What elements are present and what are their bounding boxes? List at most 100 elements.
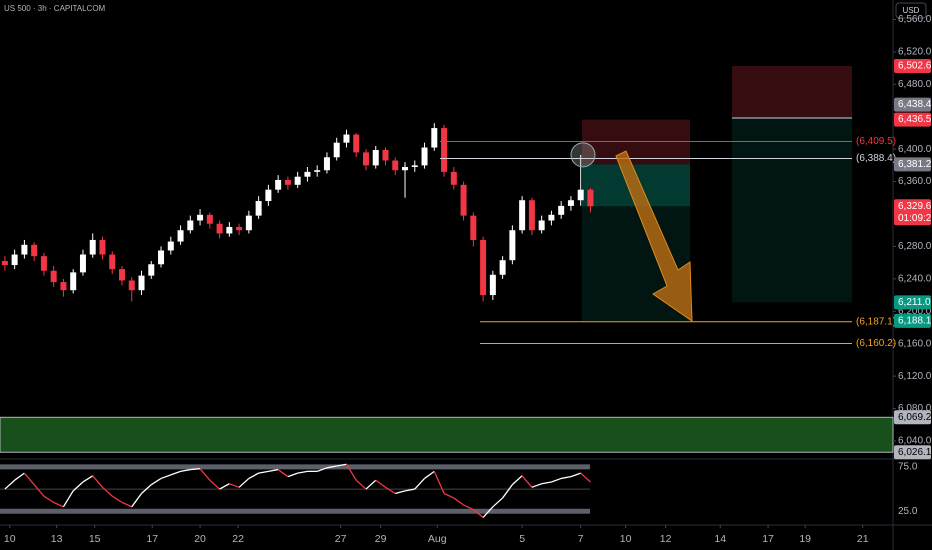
price-tag-label: 6,329.6 xyxy=(898,201,932,212)
stop-zone xyxy=(582,119,690,165)
price-tag xyxy=(894,313,931,328)
candle-body xyxy=(216,223,223,234)
rsi-segment xyxy=(121,501,133,508)
candle-body xyxy=(343,134,350,143)
x-tick-label: 15 xyxy=(89,533,101,545)
candle-body xyxy=(1,261,8,266)
rsi-segment xyxy=(248,472,259,480)
rsi-segment xyxy=(463,504,474,511)
y-tick-label: 6,480.0 xyxy=(898,79,932,90)
candle-body xyxy=(265,189,272,202)
rsi-segment xyxy=(209,479,221,490)
rsi-segment xyxy=(433,471,445,494)
rsi-segment xyxy=(258,470,269,474)
currency-label[interactable]: USD xyxy=(903,6,920,15)
candle-body xyxy=(489,274,496,296)
rsi-segment xyxy=(199,468,211,481)
candle-body xyxy=(197,214,204,221)
x-tick-label: 10 xyxy=(4,533,16,545)
candle-body xyxy=(148,264,155,276)
candle-body xyxy=(548,214,555,221)
candle-body xyxy=(362,152,369,166)
rsi-segment xyxy=(287,472,298,478)
rsi-segment xyxy=(326,465,337,469)
rsi-segment xyxy=(33,484,45,497)
rsi-segment xyxy=(131,493,143,508)
rsi-segment xyxy=(492,497,504,508)
rsi-segment xyxy=(424,470,435,479)
candle-body xyxy=(353,134,360,153)
price-tag xyxy=(894,295,931,310)
x-tick-label: 17 xyxy=(762,533,774,545)
rsi-segment xyxy=(541,481,552,485)
candle-body xyxy=(50,270,57,283)
rsi-segment xyxy=(472,508,484,518)
price-tag-label: 6,188.1 xyxy=(898,316,932,327)
rsi-segment xyxy=(521,475,533,488)
rsi-tick-label: 75.0 xyxy=(898,462,918,473)
candle-body xyxy=(226,226,233,234)
rsi-segment xyxy=(570,472,581,478)
y-tick-label: 6,200.0 xyxy=(898,306,932,317)
candle-body xyxy=(118,269,125,281)
y-tick-label: 6,160.0 xyxy=(898,338,932,349)
candle-body xyxy=(460,184,467,216)
candle-body xyxy=(509,230,516,261)
rsi-segment xyxy=(395,490,406,495)
rsi-segment xyxy=(238,477,250,488)
y-tick-label: 6,240.0 xyxy=(898,273,932,284)
rsi-segment xyxy=(219,483,230,490)
x-tick-label: 12 xyxy=(660,533,672,545)
rsi-segment xyxy=(297,470,308,474)
currency-button[interactable] xyxy=(895,2,927,19)
y-tick-label: 6,120.0 xyxy=(898,371,932,382)
candle-body xyxy=(294,176,301,185)
candle-body xyxy=(392,160,399,171)
candle-body xyxy=(577,189,584,201)
x-tick-label: 14 xyxy=(714,533,726,545)
x-tick-label: 13 xyxy=(51,533,63,545)
countdown-label: 01:09:21 xyxy=(898,213,932,224)
y-tick-label: 6,400.0 xyxy=(898,144,932,155)
candle-body xyxy=(236,226,243,231)
x-tick-label: 19 xyxy=(799,533,811,545)
level-label: (6,388.4) xyxy=(856,153,896,164)
x-tick-label: 17 xyxy=(146,533,158,545)
level-label: (6,187.1) xyxy=(856,316,896,327)
rsi-segment xyxy=(4,479,16,490)
candle-body xyxy=(21,244,28,255)
rsi-segment xyxy=(92,475,103,488)
candle-body xyxy=(206,214,213,224)
rsi-segment xyxy=(14,472,25,481)
x-tick-label: Aug xyxy=(428,533,447,545)
x-tick-label: 20 xyxy=(194,533,206,545)
rsi-segment xyxy=(502,484,513,499)
rsi-segment xyxy=(355,479,367,490)
rsi-segment xyxy=(443,492,455,499)
candle-body xyxy=(138,275,145,291)
price-tag-label: 6,026.1 xyxy=(898,447,932,458)
y-tick-label: 6,360.0 xyxy=(898,176,932,187)
candle-body xyxy=(519,200,526,231)
y-tick-label: 6,560.0 xyxy=(898,14,932,25)
x-tick-label: 22 xyxy=(232,533,244,545)
candle-body xyxy=(89,239,96,255)
price-tag-label: 6,436.5 xyxy=(898,114,932,125)
demand-zone xyxy=(0,416,894,453)
rsi-segment xyxy=(511,475,523,486)
rsi-segment xyxy=(277,469,289,478)
rsi-segment xyxy=(414,477,426,490)
y-tick-label: 6,040.0 xyxy=(898,436,932,447)
price-tag xyxy=(894,112,931,127)
price-tag-label: 6,502.6 xyxy=(898,61,932,72)
rsi-segment xyxy=(385,486,396,495)
price-tag-label: 6,069.2 xyxy=(898,412,932,423)
y-tick-label: 6,520.0 xyxy=(898,47,932,58)
rsi-segment xyxy=(190,468,201,471)
candle-body xyxy=(333,142,340,158)
rsi-segment xyxy=(580,472,591,483)
candle-body xyxy=(411,165,418,167)
arrow xyxy=(615,150,693,322)
